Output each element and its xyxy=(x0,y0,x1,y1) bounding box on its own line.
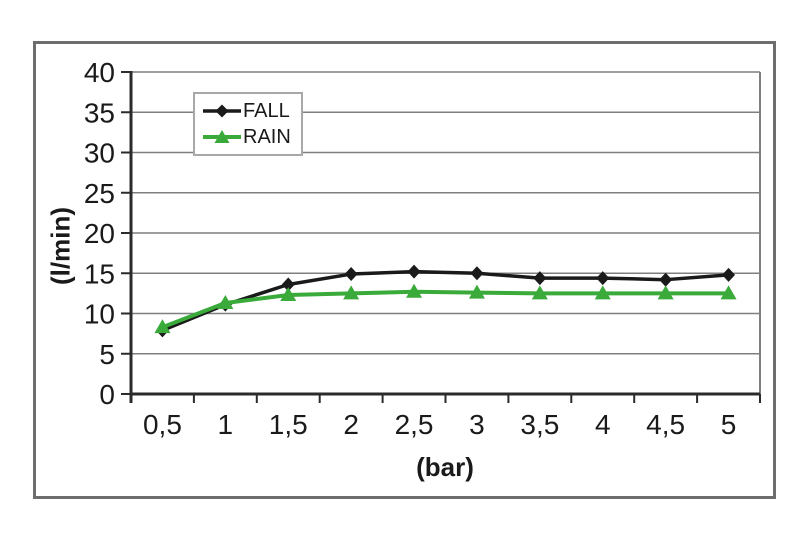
legend: FALL RAIN xyxy=(193,92,303,156)
rain-line-triangle-icon xyxy=(203,130,241,144)
rain-series-marker xyxy=(468,284,485,299)
fall-series-marker xyxy=(281,277,295,292)
x-tick-label: 5 xyxy=(721,409,737,440)
fall-series-marker xyxy=(659,272,673,287)
rain-series-marker xyxy=(343,285,360,300)
x-tick-label: 2,5 xyxy=(395,409,434,440)
rain-series-marker xyxy=(531,285,548,300)
y-tick-label: 15 xyxy=(84,258,115,289)
y-axis-title: (l/min) xyxy=(45,207,76,285)
fall-series-marker xyxy=(722,267,736,282)
fall-line-diamond-icon xyxy=(203,104,241,118)
fall-series-marker xyxy=(596,271,610,286)
y-tick-label: 30 xyxy=(84,138,115,169)
rain-series-marker xyxy=(720,285,737,300)
fall-series-line xyxy=(160,269,731,333)
legend-item-fall: FALL xyxy=(202,101,301,121)
rain-series-marker xyxy=(154,319,171,334)
rain-series-marker xyxy=(406,283,423,298)
y-tick-label: 10 xyxy=(84,299,115,330)
fall-series-marker xyxy=(533,271,547,286)
x-tick-label: 4,5 xyxy=(646,409,685,440)
legend-fall-label: FALL xyxy=(243,99,290,122)
rain-series-marker xyxy=(280,286,297,301)
x-tick-label: 3 xyxy=(469,409,485,440)
rain-series-marker xyxy=(594,285,611,300)
legend-rain-label: RAIN xyxy=(243,126,291,149)
fall-series-marker xyxy=(407,264,421,279)
x-axis-title: (bar) xyxy=(416,452,474,482)
x-tick-label: 1,5 xyxy=(269,409,308,440)
rain-series-marker xyxy=(217,295,234,310)
x-tick-label: 1 xyxy=(218,409,234,440)
fall-series-marker xyxy=(344,267,358,282)
x-tick-label: 0,5 xyxy=(143,409,182,440)
fall-series-marker xyxy=(470,266,484,281)
y-tick-label: 5 xyxy=(99,339,115,370)
x-tick-label: 2 xyxy=(343,409,359,440)
y-tick-label: 20 xyxy=(84,218,115,249)
y-tick-label: 40 xyxy=(84,57,115,88)
rain-series-marker xyxy=(657,285,674,300)
y-tick-label: 25 xyxy=(84,178,115,209)
legend-item-rain: RAIN xyxy=(202,127,301,147)
x-tick-label: 4 xyxy=(595,409,611,440)
rain-series-line xyxy=(160,289,731,330)
chart-frame xyxy=(33,41,776,499)
x-tick-label: 3,5 xyxy=(520,409,559,440)
y-tick-label: 35 xyxy=(84,97,115,128)
y-tick-label: 0 xyxy=(99,379,115,410)
